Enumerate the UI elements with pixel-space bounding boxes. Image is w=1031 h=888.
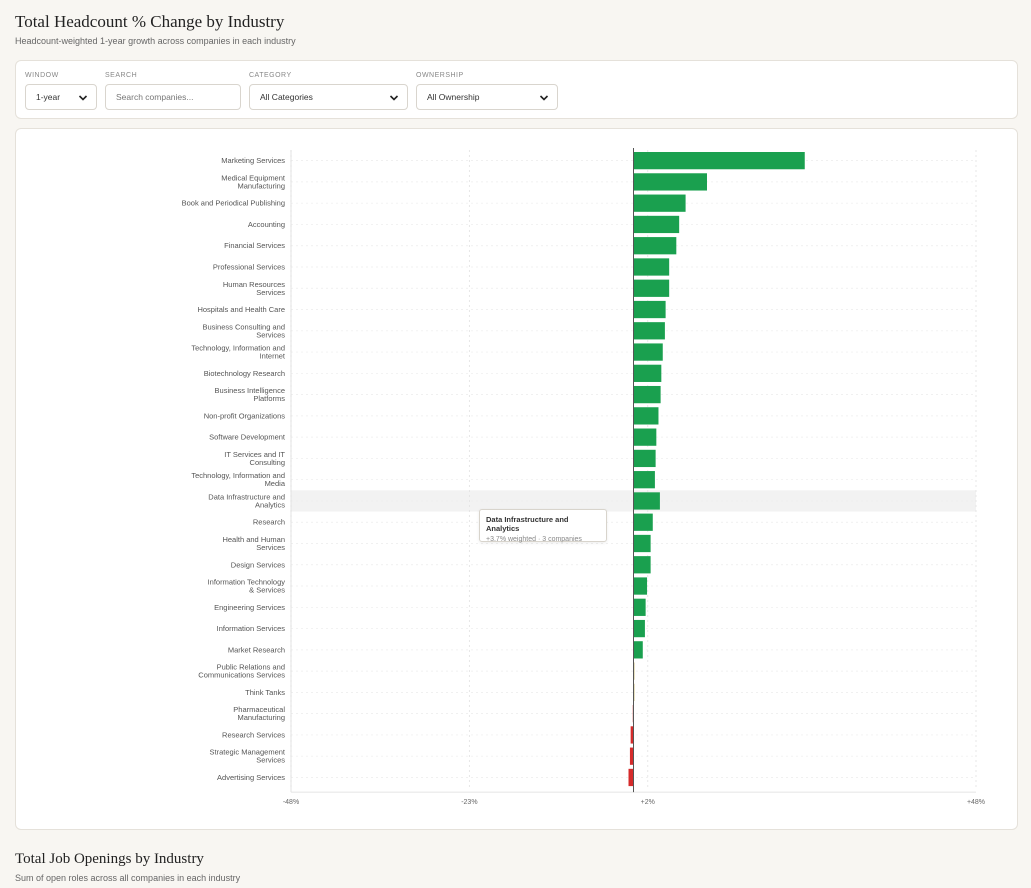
bar	[633, 534, 651, 553]
x-tick-label: +2%	[641, 799, 655, 806]
tooltip-title: Data Infrastructure and Analytics	[486, 515, 569, 533]
category-label: Technology, Information and	[191, 471, 285, 480]
bar	[633, 343, 663, 361]
bar	[633, 407, 659, 425]
category-label: Information Technology	[208, 578, 286, 587]
category-label: Market Research	[228, 645, 285, 654]
category-label: Internet	[260, 352, 286, 361]
bar	[633, 152, 805, 170]
category-label: CATEGORY	[249, 72, 292, 79]
category-label: Public Relations and	[217, 663, 285, 672]
ownership-label: OWNERSHIP	[416, 72, 464, 79]
headcount-chart-card: Marketing Services Medical Equipment Manuf…	[15, 128, 1018, 830]
category-label: Book and Periodical Publishing	[182, 199, 285, 208]
category-label: Engineering Services	[214, 603, 285, 612]
bar	[633, 619, 645, 638]
ownership-select[interactable]: All Ownership	[416, 84, 558, 110]
filter-bar: WINDOW 1-year SEARCH Search companies...…	[15, 60, 1018, 119]
category-label: Non-profit Organizations	[204, 411, 286, 420]
bar	[633, 258, 670, 276]
bar	[629, 747, 634, 765]
category-label: Media	[265, 479, 286, 488]
category-label: Services	[256, 756, 285, 765]
category-label: Research	[253, 518, 285, 527]
page-title: Total Headcount % Change by Industry	[15, 12, 285, 31]
bar	[628, 768, 634, 787]
category-label: Design Services	[231, 560, 285, 569]
bar	[633, 194, 686, 212]
category-label: Technology, Information and	[191, 344, 285, 353]
category-label: & Services	[249, 586, 285, 595]
category-label: Human Resources	[223, 280, 285, 289]
search-placeholder: Search companies...	[116, 92, 194, 102]
category-select-value: All Categories	[260, 92, 313, 102]
category-label: Hospitals and Health Care	[197, 305, 285, 314]
category-label: Platforms	[253, 394, 285, 403]
category-label: Business Intelligence	[215, 386, 285, 395]
category-label: Financial Services	[224, 241, 285, 250]
bar	[633, 385, 661, 404]
category-label: IT Services and IT	[224, 450, 285, 459]
bar	[633, 449, 656, 468]
category-label: Biotechnology Research	[204, 369, 285, 378]
bar	[633, 492, 660, 510]
bar	[633, 577, 648, 595]
category-label: Professional Services	[213, 262, 285, 271]
page-subtitle: Headcount-weighted 1-year growth across …	[15, 36, 296, 46]
category-label: Consulting	[250, 458, 285, 467]
bar	[633, 300, 666, 319]
bar	[633, 237, 677, 255]
window-select-value: 1-year	[36, 92, 61, 102]
bar	[633, 428, 657, 446]
search-label: SEARCH	[105, 72, 138, 79]
tooltip-detail: +3.7% weighted · 3 companies	[486, 536, 582, 543]
category-label: Strategic Management	[210, 748, 286, 757]
window-select[interactable]: 1-year	[25, 84, 97, 110]
bar	[633, 598, 646, 616]
bar	[633, 173, 707, 191]
category-label: Manufacturing	[237, 181, 285, 190]
category-label: Advertising Services	[217, 773, 285, 782]
bar	[633, 471, 655, 489]
category-label: Manufacturing	[237, 713, 285, 722]
category-label: Medical Equipment	[221, 173, 286, 182]
chevron-down-icon	[389, 95, 399, 101]
chevron-down-icon	[78, 95, 88, 101]
category-label: Communications Services	[198, 671, 285, 680]
category-label: Accounting	[248, 220, 285, 229]
x-tick-label: -23%	[461, 799, 477, 806]
x-tick-label: +48%	[967, 799, 985, 806]
x-tick-label: -48%	[283, 799, 299, 806]
bar	[633, 322, 665, 340]
search-input[interactable]: Search companies...	[105, 84, 241, 110]
job-openings-title: Total Job Openings by Industry	[15, 851, 204, 867]
category-label: Business Consulting and	[202, 322, 285, 331]
chart-tooltip: Data Infrastructure and Analytics +3.7% …	[479, 509, 607, 543]
category-label: Data Infrastructure and	[208, 492, 285, 501]
window-label: WINDOW	[25, 72, 59, 79]
chevron-down-icon	[539, 95, 549, 101]
job-openings-subtitle: Sum of open roles across all companies i…	[15, 873, 241, 883]
category-label: Services	[256, 330, 285, 339]
bar	[633, 215, 680, 234]
category-label: Health and Human	[222, 535, 285, 544]
category-label: Information Services	[217, 624, 286, 633]
category-label: Services	[256, 543, 285, 552]
bar	[633, 364, 662, 382]
bar	[633, 513, 653, 531]
category-label: Pharmaceutical	[233, 705, 285, 714]
category-label: Software Development	[209, 433, 286, 442]
category-label: Think Tanks	[245, 688, 285, 697]
category-label: Services	[256, 288, 285, 297]
category-label: Analytics	[255, 500, 285, 509]
ownership-select-value: All Ownership	[427, 92, 480, 102]
bar	[633, 641, 643, 659]
bar	[633, 279, 670, 297]
category-label: Research Services	[222, 730, 285, 739]
bar	[630, 726, 634, 744]
bar	[633, 556, 651, 574]
category-select[interactable]: All Categories	[249, 84, 408, 110]
category-label: Marketing Services	[221, 156, 285, 165]
